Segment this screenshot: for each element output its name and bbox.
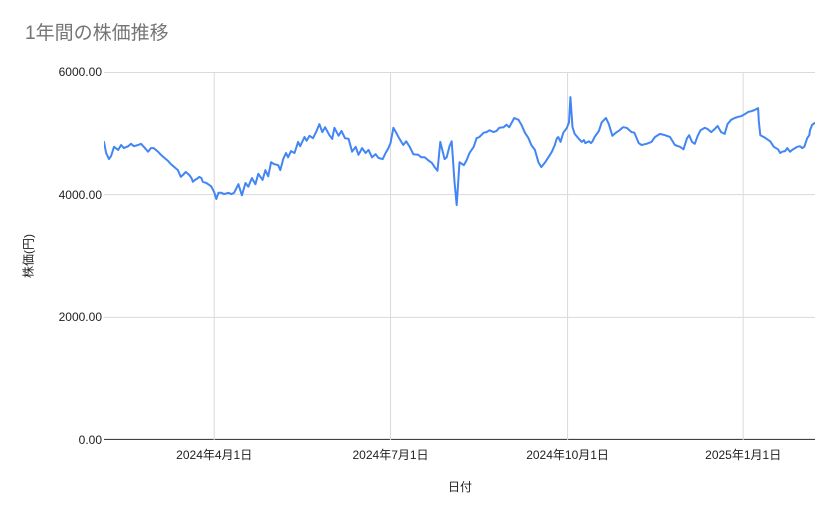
y-axis-title: 株価(円) (21, 234, 36, 278)
chart-canvas (104, 72, 815, 440)
plot-area (104, 72, 815, 440)
y-tick-label-4000: 4000.00 (58, 187, 102, 202)
y-tick-label-6000: 6000.00 (58, 65, 102, 79)
x-axis-title: 日付 (447, 480, 473, 494)
stock-price-line (104, 96, 815, 207)
x-tick-label-jul: 2024年7月1日 (352, 448, 429, 462)
chart-title: 1年間の株価推移 (25, 23, 169, 44)
x-tick-label-apr: 2024年4月1日 (176, 448, 253, 462)
x-tick-label-oct: 2024年10月1日 (526, 448, 609, 462)
y-tick-label-2000: 2000.00 (58, 310, 102, 325)
x-tick-label-jan: 2025年1月1日 (705, 448, 782, 462)
y-tick-label-0: 0.00 (78, 433, 102, 447)
